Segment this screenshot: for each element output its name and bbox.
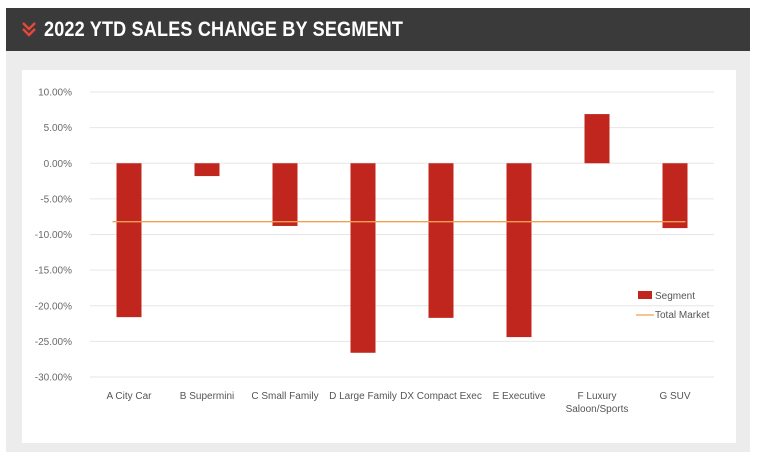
legend: Segment Total Market [636, 291, 710, 321]
x-tick-label: F Luxury [578, 391, 617, 402]
bar [116, 163, 142, 318]
bar [272, 163, 298, 226]
bar-chart: 10.00% 5.00% 0.00% -5.00% -10.00% -15.00% -20.… [35, 88, 714, 415]
bar [662, 163, 688, 229]
x-tick-label: DX Compact Exec [400, 391, 482, 402]
y-tick-label: 10.00% [38, 88, 72, 99]
y-tick-label: 0.00% [44, 159, 72, 170]
bar [428, 163, 454, 318]
legend-label-total-market: Total Market [655, 310, 710, 321]
x-tick-label: A City Car [106, 391, 152, 402]
y-tick-label: -10.00% [35, 230, 72, 241]
x-axis-ticks: A City Car B Supermini C Small Family D Lar… [106, 391, 690, 415]
y-tick-label: -15.00% [35, 266, 72, 277]
y-tick-label: -30.00% [35, 373, 72, 384]
bar [194, 163, 220, 177]
bars [116, 114, 688, 353]
y-tick-label: -20.00% [35, 301, 72, 312]
y-tick-label: 5.00% [44, 123, 72, 134]
legend-swatch-segment [638, 291, 652, 299]
legend-label-segment: Segment [655, 291, 695, 302]
bar [506, 163, 532, 338]
chart-panel: 2022 YTD SALES CHANGE BY SEGMENT 10.00% 5… [6, 8, 750, 452]
bar [350, 163, 376, 353]
page-title: 2022 YTD SALES CHANGE BY SEGMENT [44, 18, 404, 41]
x-tick-label: D Large Family [329, 391, 397, 402]
bar [584, 114, 610, 164]
y-tick-label: -5.00% [40, 194, 72, 205]
y-tick-label: -25.00% [35, 337, 72, 348]
gridlines [90, 91, 714, 378]
x-tick-label: B Supermini [180, 391, 234, 402]
chart-card: 10.00% 5.00% 0.00% -5.00% -10.00% -15.00% -20.… [22, 70, 736, 443]
x-tick-label: E Executive [493, 391, 546, 402]
x-tick-label: G SUV [659, 391, 690, 402]
y-axis-ticks: 10.00% 5.00% 0.00% -5.00% -10.00% -15.00% -20.… [35, 88, 72, 384]
x-tick-label: C Small Family [251, 391, 318, 402]
panel-header: 2022 YTD SALES CHANGE BY SEGMENT [6, 8, 750, 51]
x-tick-label: Saloon/Sports [566, 404, 629, 415]
double-chevron-down-icon [22, 22, 36, 37]
